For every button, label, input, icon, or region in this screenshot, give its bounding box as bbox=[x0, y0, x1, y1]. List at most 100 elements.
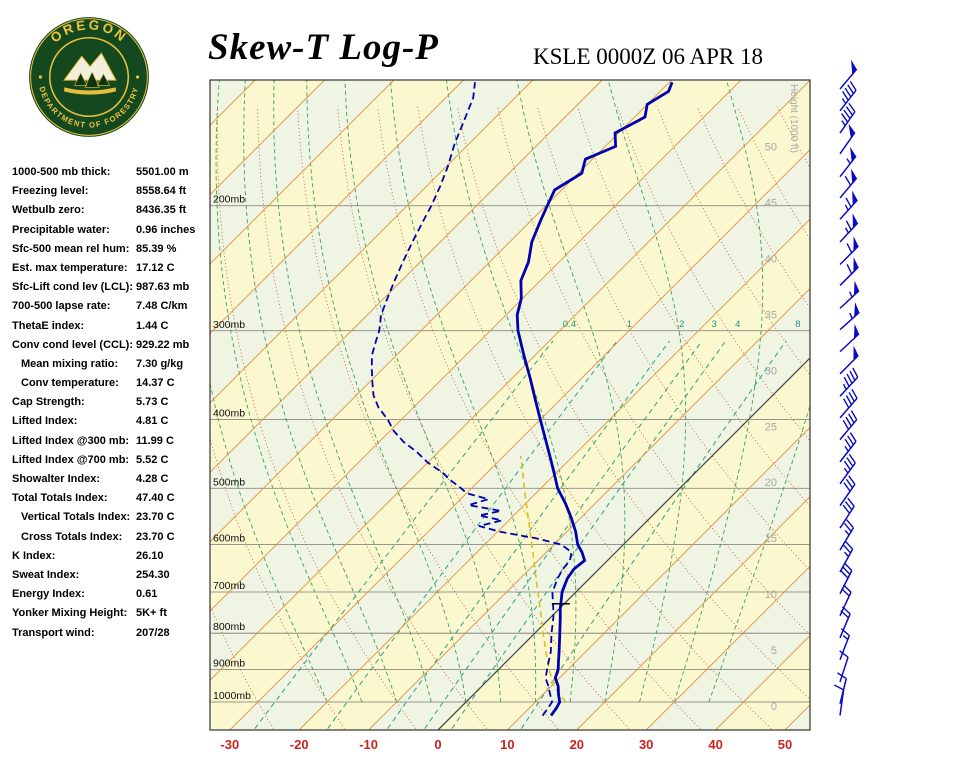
index-row: Lifted Index @700 mb: 5.52 C bbox=[12, 454, 195, 473]
index-row: Energy Index: 0.61 bbox=[12, 588, 195, 607]
svg-text:45: 45 bbox=[765, 197, 777, 209]
index-row: Conv temperature: 14.37 C bbox=[12, 377, 195, 396]
svg-text:-30: -30 bbox=[220, 737, 239, 752]
wind-barb bbox=[839, 606, 851, 639]
svg-text:40: 40 bbox=[765, 253, 777, 265]
index-label: Cap Strength: bbox=[12, 396, 85, 409]
temperature-axis-labels: -30 -20 -10 0 10 20 30 40 50 bbox=[220, 737, 792, 752]
index-row: Mean mixing ratio: 7.30 g/kg bbox=[12, 358, 195, 377]
wind-barb bbox=[839, 388, 858, 419]
plot-border bbox=[209, 79, 811, 731]
index-row: Sfc-500 mean rel hum: 85.39 % bbox=[12, 243, 195, 262]
svg-text:900mb: 900mb bbox=[213, 658, 245, 670]
index-row: ThetaE index: 1.44 C bbox=[12, 320, 195, 339]
logo-dot-right bbox=[135, 75, 140, 79]
station-datetime: KSLE 0000Z 06 APR 18 bbox=[533, 44, 764, 69]
indices-panel: 1000-500 mb thick: 5501.00 m Freezing leve… bbox=[12, 166, 195, 646]
isotherms bbox=[210, 80, 810, 730]
index-row: Cap Strength: 5.73 C bbox=[12, 396, 195, 415]
mountain-icon bbox=[63, 52, 117, 81]
index-value: 14.37 C bbox=[136, 377, 175, 390]
wind-barb bbox=[839, 102, 856, 134]
index-label: Cross Totals Index: bbox=[21, 530, 123, 543]
index-label: Lifted Index @700 mb: bbox=[12, 453, 130, 466]
index-row: Lifted Index: 4.81 C bbox=[12, 415, 195, 434]
index-row: Cross Totals Index: 23.70 C bbox=[12, 531, 195, 550]
height-axis-title: Height (1000 ft) bbox=[788, 84, 799, 153]
index-value: 26.10 bbox=[136, 549, 164, 562]
svg-text:20: 20 bbox=[765, 477, 777, 489]
svg-text:1000mb: 1000mb bbox=[213, 690, 251, 702]
index-value: 7.30 g/kg bbox=[136, 357, 184, 370]
index-label: Conv temperature: bbox=[21, 377, 119, 390]
wind-barb bbox=[839, 497, 855, 529]
index-label: Mean mixing ratio: bbox=[21, 357, 119, 370]
wind-barb bbox=[839, 562, 853, 595]
wind-barb bbox=[839, 146, 857, 178]
svg-text:3: 3 bbox=[711, 319, 716, 330]
page-title: Skew-T Log-P bbox=[208, 27, 439, 68]
index-row: Lifted Index @300 mb: 11.99 C bbox=[12, 435, 195, 454]
svg-text:1: 1 bbox=[627, 319, 632, 330]
index-label: Freezing level: bbox=[12, 185, 89, 198]
wind-barb bbox=[839, 345, 859, 375]
index-value: 7.48 C/km bbox=[136, 300, 188, 313]
parcel-trace bbox=[519, 455, 567, 703]
svg-text:0: 0 bbox=[771, 701, 777, 713]
svg-text:50: 50 bbox=[778, 737, 792, 752]
wind-barb bbox=[839, 410, 858, 441]
svg-text:600mb: 600mb bbox=[213, 532, 245, 544]
index-label: Sfc-Lift cond lev (LCL): bbox=[12, 281, 133, 294]
index-row: Transport wind: 207/28 bbox=[12, 627, 195, 646]
index-row: Vertical Totals Index: 23.70 C bbox=[12, 511, 195, 530]
index-label: Sfc-500 mean rel hum: bbox=[12, 242, 130, 255]
index-row: Sfc-Lift cond lev (LCL): 987.63 mb bbox=[12, 281, 195, 300]
svg-text:30: 30 bbox=[639, 737, 653, 752]
index-value: 17.12 C bbox=[136, 261, 175, 274]
index-value: 8436.35 ft bbox=[136, 204, 187, 217]
index-value: 4.28 C bbox=[136, 473, 169, 485]
index-value: 929.22 mb bbox=[136, 338, 190, 351]
svg-text:300mb: 300mb bbox=[213, 319, 245, 331]
logo-inner-ring bbox=[48, 36, 130, 118]
wind-barb bbox=[839, 519, 855, 551]
svg-text:10: 10 bbox=[765, 589, 777, 601]
index-value: 0.96 inches bbox=[136, 223, 196, 236]
wind-barb bbox=[839, 453, 856, 485]
index-value: 11.99 C bbox=[136, 434, 174, 447]
index-row: K Index: 26.10 bbox=[12, 550, 195, 569]
svg-text:15: 15 bbox=[765, 533, 777, 545]
index-value: 5.52 C bbox=[136, 453, 169, 466]
index-row: Showalter Index: 4.28 C bbox=[12, 473, 195, 492]
svg-text:20: 20 bbox=[570, 737, 584, 752]
svg-text:8: 8 bbox=[795, 319, 800, 330]
isobar-lines bbox=[210, 205, 810, 703]
svg-text:35: 35 bbox=[765, 309, 777, 321]
temperature-trace bbox=[515, 81, 674, 717]
wind-barbs bbox=[833, 59, 860, 716]
index-row: Freezing level: 8558.64 ft bbox=[12, 185, 195, 204]
index-row: 1000-500 mb thick: 5501.00 m bbox=[12, 166, 195, 185]
dry-adiabats bbox=[210, 106, 810, 729]
index-label: Lifted Index @300 mb: bbox=[12, 434, 130, 447]
index-value: 5K+ ft bbox=[136, 607, 167, 620]
index-value: 987.63 mb bbox=[136, 281, 190, 294]
index-label: ThetaE index: bbox=[12, 319, 85, 332]
wind-barb bbox=[839, 257, 859, 286]
index-label: K Index: bbox=[12, 549, 56, 562]
dewpoint-trace bbox=[370, 82, 573, 717]
index-row: 700-500 lapse rate: 7.48 C/km bbox=[12, 300, 195, 319]
wind-barb bbox=[833, 684, 845, 716]
index-value: 4.81 C bbox=[136, 415, 169, 428]
wind-barb bbox=[839, 236, 859, 266]
svg-text:-20: -20 bbox=[290, 737, 309, 752]
index-value: 207/28 bbox=[136, 626, 170, 639]
height-axis-labels: 0 5 10 15 20 25 30 35 40 45 50 bbox=[765, 142, 777, 713]
index-row: Sweat Index: 254.30 bbox=[12, 569, 195, 588]
svg-text:800mb: 800mb bbox=[213, 621, 245, 633]
wind-barb bbox=[839, 367, 859, 397]
wind-barb bbox=[839, 168, 858, 199]
svg-text:-10: -10 bbox=[359, 737, 378, 752]
index-label: Lifted Index: bbox=[12, 415, 78, 428]
